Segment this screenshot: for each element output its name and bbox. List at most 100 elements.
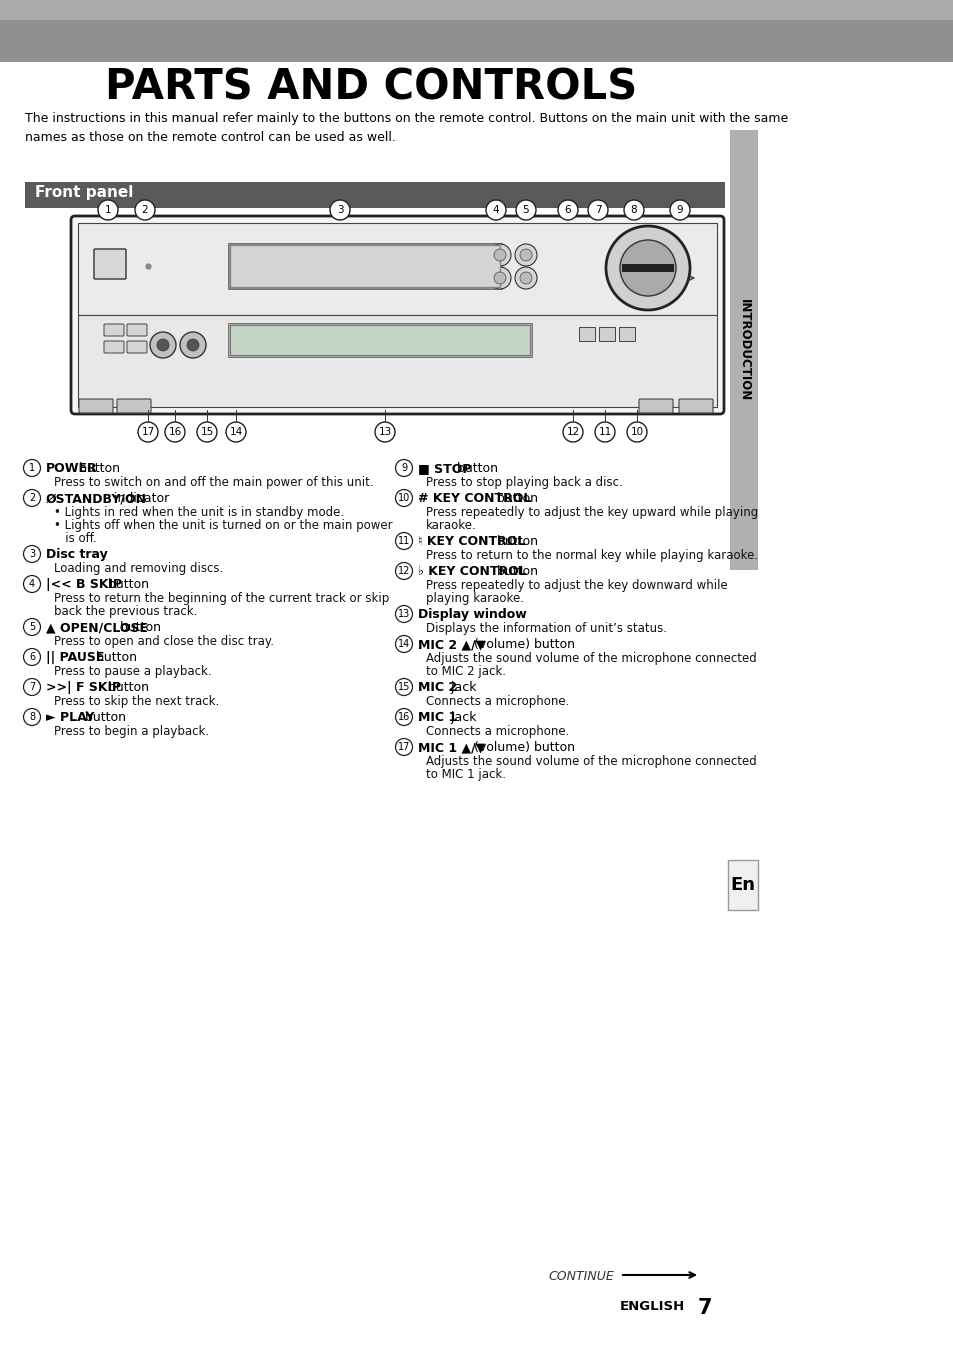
Text: 17: 17 xyxy=(397,742,410,752)
Text: 15: 15 xyxy=(200,427,213,437)
Text: playing karaoke.: playing karaoke. xyxy=(426,592,523,604)
Circle shape xyxy=(395,563,412,580)
Circle shape xyxy=(515,244,537,267)
Text: ØSTANDBY/ON: ØSTANDBY/ON xyxy=(46,493,147,505)
Circle shape xyxy=(562,423,582,441)
Text: 11: 11 xyxy=(397,536,410,546)
FancyBboxPatch shape xyxy=(78,223,717,315)
Text: 15: 15 xyxy=(397,682,410,692)
FancyBboxPatch shape xyxy=(578,327,595,341)
Text: CONTINUE: CONTINUE xyxy=(547,1271,613,1283)
Text: button: button xyxy=(453,462,497,475)
Text: En: En xyxy=(730,876,755,894)
Text: Press repeatedly to adjust the key upward while playing: Press repeatedly to adjust the key upwar… xyxy=(426,506,758,520)
Circle shape xyxy=(494,249,505,261)
Text: 16: 16 xyxy=(397,712,410,721)
Circle shape xyxy=(24,545,40,563)
Circle shape xyxy=(395,533,412,549)
Text: indicator: indicator xyxy=(110,493,169,505)
Circle shape xyxy=(395,490,412,506)
FancyBboxPatch shape xyxy=(230,324,530,355)
Text: (volume) button: (volume) button xyxy=(470,742,575,754)
Text: button: button xyxy=(493,493,537,505)
Text: jack: jack xyxy=(447,681,476,695)
Circle shape xyxy=(626,423,646,441)
FancyBboxPatch shape xyxy=(598,327,615,341)
Text: Connects a microphone.: Connects a microphone. xyxy=(426,725,569,738)
Text: Press to switch on and off the main power of this unit.: Press to switch on and off the main powe… xyxy=(54,476,374,489)
Text: Press repeatedly to adjust the key downward while: Press repeatedly to adjust the key downw… xyxy=(426,579,727,592)
FancyBboxPatch shape xyxy=(618,327,635,341)
Text: button: button xyxy=(81,711,126,724)
Text: PARTS AND CONTROLS: PARTS AND CONTROLS xyxy=(105,66,637,108)
FancyBboxPatch shape xyxy=(79,398,112,413)
Text: 3: 3 xyxy=(29,549,35,559)
Circle shape xyxy=(24,576,40,592)
Circle shape xyxy=(24,678,40,696)
FancyBboxPatch shape xyxy=(727,860,758,910)
Text: 2: 2 xyxy=(29,493,35,503)
Text: 4: 4 xyxy=(29,579,35,590)
Text: button: button xyxy=(75,462,120,475)
Text: Adjusts the sound volume of the microphone connected: Adjusts the sound volume of the micropho… xyxy=(426,755,756,769)
FancyBboxPatch shape xyxy=(117,398,151,413)
Text: 2: 2 xyxy=(142,205,148,215)
FancyBboxPatch shape xyxy=(127,341,147,353)
Text: Press to skip the next track.: Press to skip the next track. xyxy=(54,695,219,708)
Text: Press to open and close the disc tray.: Press to open and close the disc tray. xyxy=(54,635,274,647)
Circle shape xyxy=(395,459,412,476)
Circle shape xyxy=(24,619,40,635)
Circle shape xyxy=(24,708,40,725)
Circle shape xyxy=(519,249,532,261)
Text: 13: 13 xyxy=(378,427,392,437)
Circle shape xyxy=(226,423,246,441)
Text: 4: 4 xyxy=(492,205,498,215)
Text: ▲ OPEN/CLOSE: ▲ OPEN/CLOSE xyxy=(46,621,148,634)
Text: 9: 9 xyxy=(400,463,407,472)
Text: (volume) button: (volume) button xyxy=(470,638,575,651)
FancyBboxPatch shape xyxy=(639,398,672,413)
FancyBboxPatch shape xyxy=(621,264,673,272)
Text: 10: 10 xyxy=(630,427,643,437)
Circle shape xyxy=(395,678,412,696)
Text: 10: 10 xyxy=(397,493,410,503)
Text: Front panel: Front panel xyxy=(35,184,133,201)
Circle shape xyxy=(138,423,158,441)
Text: to MIC 1 jack.: to MIC 1 jack. xyxy=(426,769,505,781)
Text: button: button xyxy=(493,534,537,548)
Circle shape xyxy=(619,240,676,296)
FancyBboxPatch shape xyxy=(94,249,126,279)
Circle shape xyxy=(98,201,118,219)
Circle shape xyxy=(135,201,154,219)
Text: button: button xyxy=(493,565,537,577)
Text: MIC 2 ▲/▼: MIC 2 ▲/▼ xyxy=(417,638,485,651)
Circle shape xyxy=(395,708,412,725)
Text: 3: 3 xyxy=(336,205,343,215)
Text: Adjusts the sound volume of the microphone connected: Adjusts the sound volume of the micropho… xyxy=(426,651,756,665)
Text: MIC 1 ▲/▼: MIC 1 ▲/▼ xyxy=(417,742,485,754)
Text: 6: 6 xyxy=(564,205,571,215)
Circle shape xyxy=(395,635,412,653)
Text: Press to return to the normal key while playing karaoke.: Press to return to the normal key while … xyxy=(426,549,758,563)
Circle shape xyxy=(595,423,615,441)
FancyBboxPatch shape xyxy=(78,315,717,406)
FancyBboxPatch shape xyxy=(679,398,712,413)
Text: # KEY CONTROL: # KEY CONTROL xyxy=(417,493,531,505)
Text: Press to return the beginning of the current track or skip: Press to return the beginning of the cur… xyxy=(54,592,389,604)
Circle shape xyxy=(24,459,40,476)
Text: 7: 7 xyxy=(29,682,35,692)
Text: 7: 7 xyxy=(698,1298,712,1318)
Text: 14: 14 xyxy=(397,639,410,649)
Text: Press to begin a playback.: Press to begin a playback. xyxy=(54,725,209,738)
Text: jack: jack xyxy=(447,711,476,724)
Text: Press to pause a playback.: Press to pause a playback. xyxy=(54,665,212,678)
FancyBboxPatch shape xyxy=(127,324,147,336)
Text: Disc tray: Disc tray xyxy=(46,548,108,561)
Text: • Lights off when the unit is turned on or the main power: • Lights off when the unit is turned on … xyxy=(54,520,393,532)
Circle shape xyxy=(587,201,607,219)
Text: ■ STOP: ■ STOP xyxy=(417,462,471,475)
Polygon shape xyxy=(100,62,953,100)
Circle shape xyxy=(605,226,689,310)
Text: 12: 12 xyxy=(566,427,579,437)
Circle shape xyxy=(330,201,350,219)
